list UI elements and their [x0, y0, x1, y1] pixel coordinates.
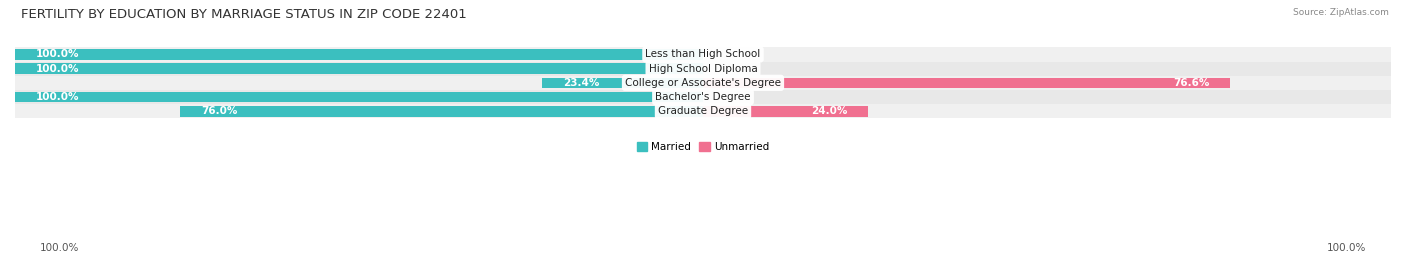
Text: 76.0%: 76.0%: [201, 106, 238, 116]
Text: 76.6%: 76.6%: [1173, 78, 1209, 88]
Text: 100.0%: 100.0%: [39, 243, 79, 253]
Legend: Married, Unmarried: Married, Unmarried: [637, 142, 769, 152]
Text: FERTILITY BY EDUCATION BY MARRIAGE STATUS IN ZIP CODE 22401: FERTILITY BY EDUCATION BY MARRIAGE STATU…: [21, 8, 467, 21]
Text: 100.0%: 100.0%: [1327, 243, 1367, 253]
Bar: [703, 106, 868, 116]
Bar: [15, 49, 703, 60]
Bar: [15, 104, 1391, 118]
Text: 24.0%: 24.0%: [811, 106, 848, 116]
Text: 23.4%: 23.4%: [562, 78, 599, 88]
Text: Less than High School: Less than High School: [645, 49, 761, 59]
Bar: [703, 77, 1230, 88]
Text: Source: ZipAtlas.com: Source: ZipAtlas.com: [1294, 8, 1389, 17]
Text: Graduate Degree: Graduate Degree: [658, 106, 748, 116]
Bar: [15, 47, 1391, 62]
Text: 100.0%: 100.0%: [35, 63, 79, 74]
Text: 100.0%: 100.0%: [35, 49, 79, 59]
Bar: [15, 92, 703, 102]
Text: Bachelor's Degree: Bachelor's Degree: [655, 92, 751, 102]
Text: High School Diploma: High School Diploma: [648, 63, 758, 74]
Bar: [541, 77, 703, 88]
Bar: [15, 76, 1391, 90]
Bar: [180, 106, 703, 116]
Text: College or Associate's Degree: College or Associate's Degree: [626, 78, 780, 88]
Text: 100.0%: 100.0%: [35, 92, 79, 102]
Bar: [15, 63, 703, 74]
Bar: [15, 62, 1391, 76]
Bar: [15, 90, 1391, 104]
